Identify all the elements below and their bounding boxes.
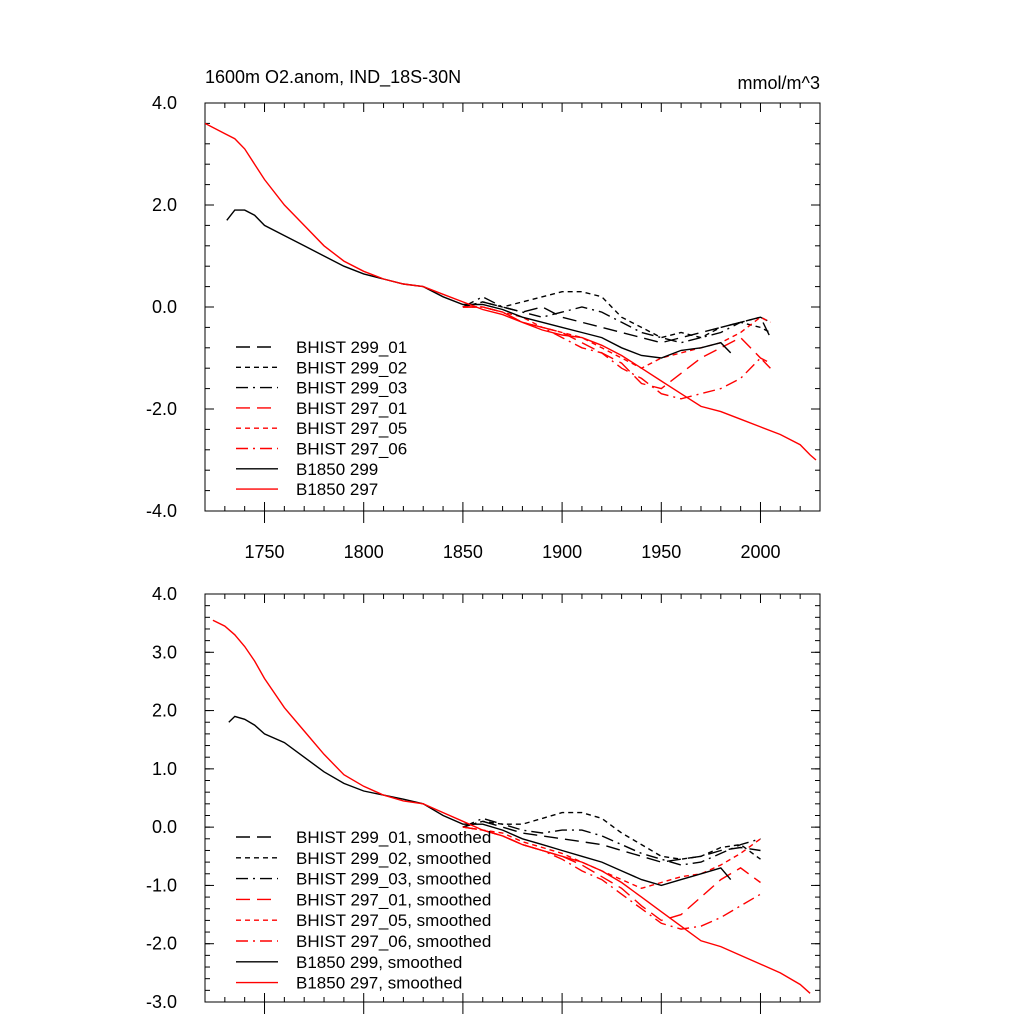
y-tick-label: -2.0 bbox=[146, 934, 177, 954]
y-tick-label: -1.0 bbox=[146, 875, 177, 895]
series-line-bhist-297-06-smoothed bbox=[462, 826, 761, 930]
series-line-bhist-297-01-smoothed bbox=[462, 826, 761, 922]
y-tick-label: 4.0 bbox=[152, 93, 177, 113]
series-line-bhist-297-05 bbox=[462, 306, 771, 369]
series-line-b1850-297-smoothed bbox=[212, 619, 811, 994]
legend-entry: B1850 299, smoothed bbox=[296, 953, 462, 972]
y-tick-label: -2.0 bbox=[146, 399, 177, 419]
plot-frame bbox=[204, 593, 821, 1003]
series-line-bhist-297-06 bbox=[462, 306, 771, 400]
chart-panel-1: -4.0 -2.0 0.0 2.0 4.0 1750 1800 1850 1900 1950 200… bbox=[146, 67, 821, 562]
x-tick-label: 1750 bbox=[244, 542, 284, 562]
y-tick-label: 2.0 bbox=[152, 195, 177, 215]
legend-entry: BHIST 299_03, smoothed bbox=[296, 870, 491, 889]
series-line-b1850-297 bbox=[205, 122, 817, 461]
y-tick-label: 3.0 bbox=[152, 642, 177, 662]
legend-entry: BHIST 297_05 bbox=[296, 419, 407, 438]
y-tick-label: 1.0 bbox=[152, 759, 177, 779]
x-tick-label: 1850 bbox=[443, 542, 483, 562]
series-line-bhist-299-02 bbox=[462, 291, 771, 339]
series-line-b1850-299-smoothed bbox=[228, 715, 732, 887]
units-label: mmol/m^3 bbox=[738, 73, 820, 93]
legend-entry: BHIST 299_02, smoothed bbox=[296, 849, 491, 868]
legend-entry: BHIST 299_02 bbox=[296, 358, 407, 377]
series-line-bhist-299-02-smoothed bbox=[462, 811, 761, 860]
y-tick-label: -4.0 bbox=[146, 501, 177, 521]
legend-entry: B1850 297, smoothed bbox=[296, 974, 462, 993]
legend-entry: BHIST 299_01 bbox=[296, 338, 407, 357]
legend-entry: BHIST 299_03 bbox=[296, 379, 407, 398]
y-tick-label: 4.0 bbox=[152, 584, 177, 604]
series-line-bhist-299-03 bbox=[462, 296, 771, 344]
y-tick-label: -3.0 bbox=[146, 992, 177, 1012]
legend-entry: BHIST 297_01 bbox=[296, 399, 407, 418]
legend-entry: BHIST 297_06 bbox=[296, 440, 407, 459]
legend-entry: B1850 299 bbox=[296, 460, 378, 479]
legend-entry: BHIST 297_01, smoothed bbox=[296, 890, 491, 909]
chart-title: 1600m O2.anom, IND_18S-30N bbox=[205, 67, 461, 88]
series-line-bhist-299-03-smoothed bbox=[462, 817, 761, 866]
y-tick-label: 2.0 bbox=[152, 701, 177, 721]
x-tick-label: 1900 bbox=[542, 542, 582, 562]
legend-entry: BHIST 297_05, smoothed bbox=[296, 911, 491, 930]
series-line-b1850-299 bbox=[226, 209, 732, 359]
x-tick-label: 1950 bbox=[641, 542, 681, 562]
series-line-bhist-299-01-smoothed bbox=[462, 820, 761, 863]
series-line-bhist-297-05-smoothed bbox=[462, 826, 761, 890]
y-tick-label: 0.0 bbox=[152, 297, 177, 317]
legend-entry: BHIST 297_06, smoothed bbox=[296, 932, 491, 951]
x-tick-label: 1800 bbox=[344, 542, 384, 562]
series-line-bhist-297-01 bbox=[462, 306, 771, 390]
y-tick-label: 0.0 bbox=[152, 817, 177, 837]
legend-entry: B1850 297 bbox=[296, 480, 378, 499]
chart-panel-2: -3.0 -2.0 -1.0 0.0 1.0 2.0 3.0 4.0 BHIST 299_01,… bbox=[146, 584, 821, 1014]
x-tick-label: 2000 bbox=[740, 542, 780, 562]
legend-entry: BHIST 299_01, smoothed bbox=[296, 828, 491, 847]
